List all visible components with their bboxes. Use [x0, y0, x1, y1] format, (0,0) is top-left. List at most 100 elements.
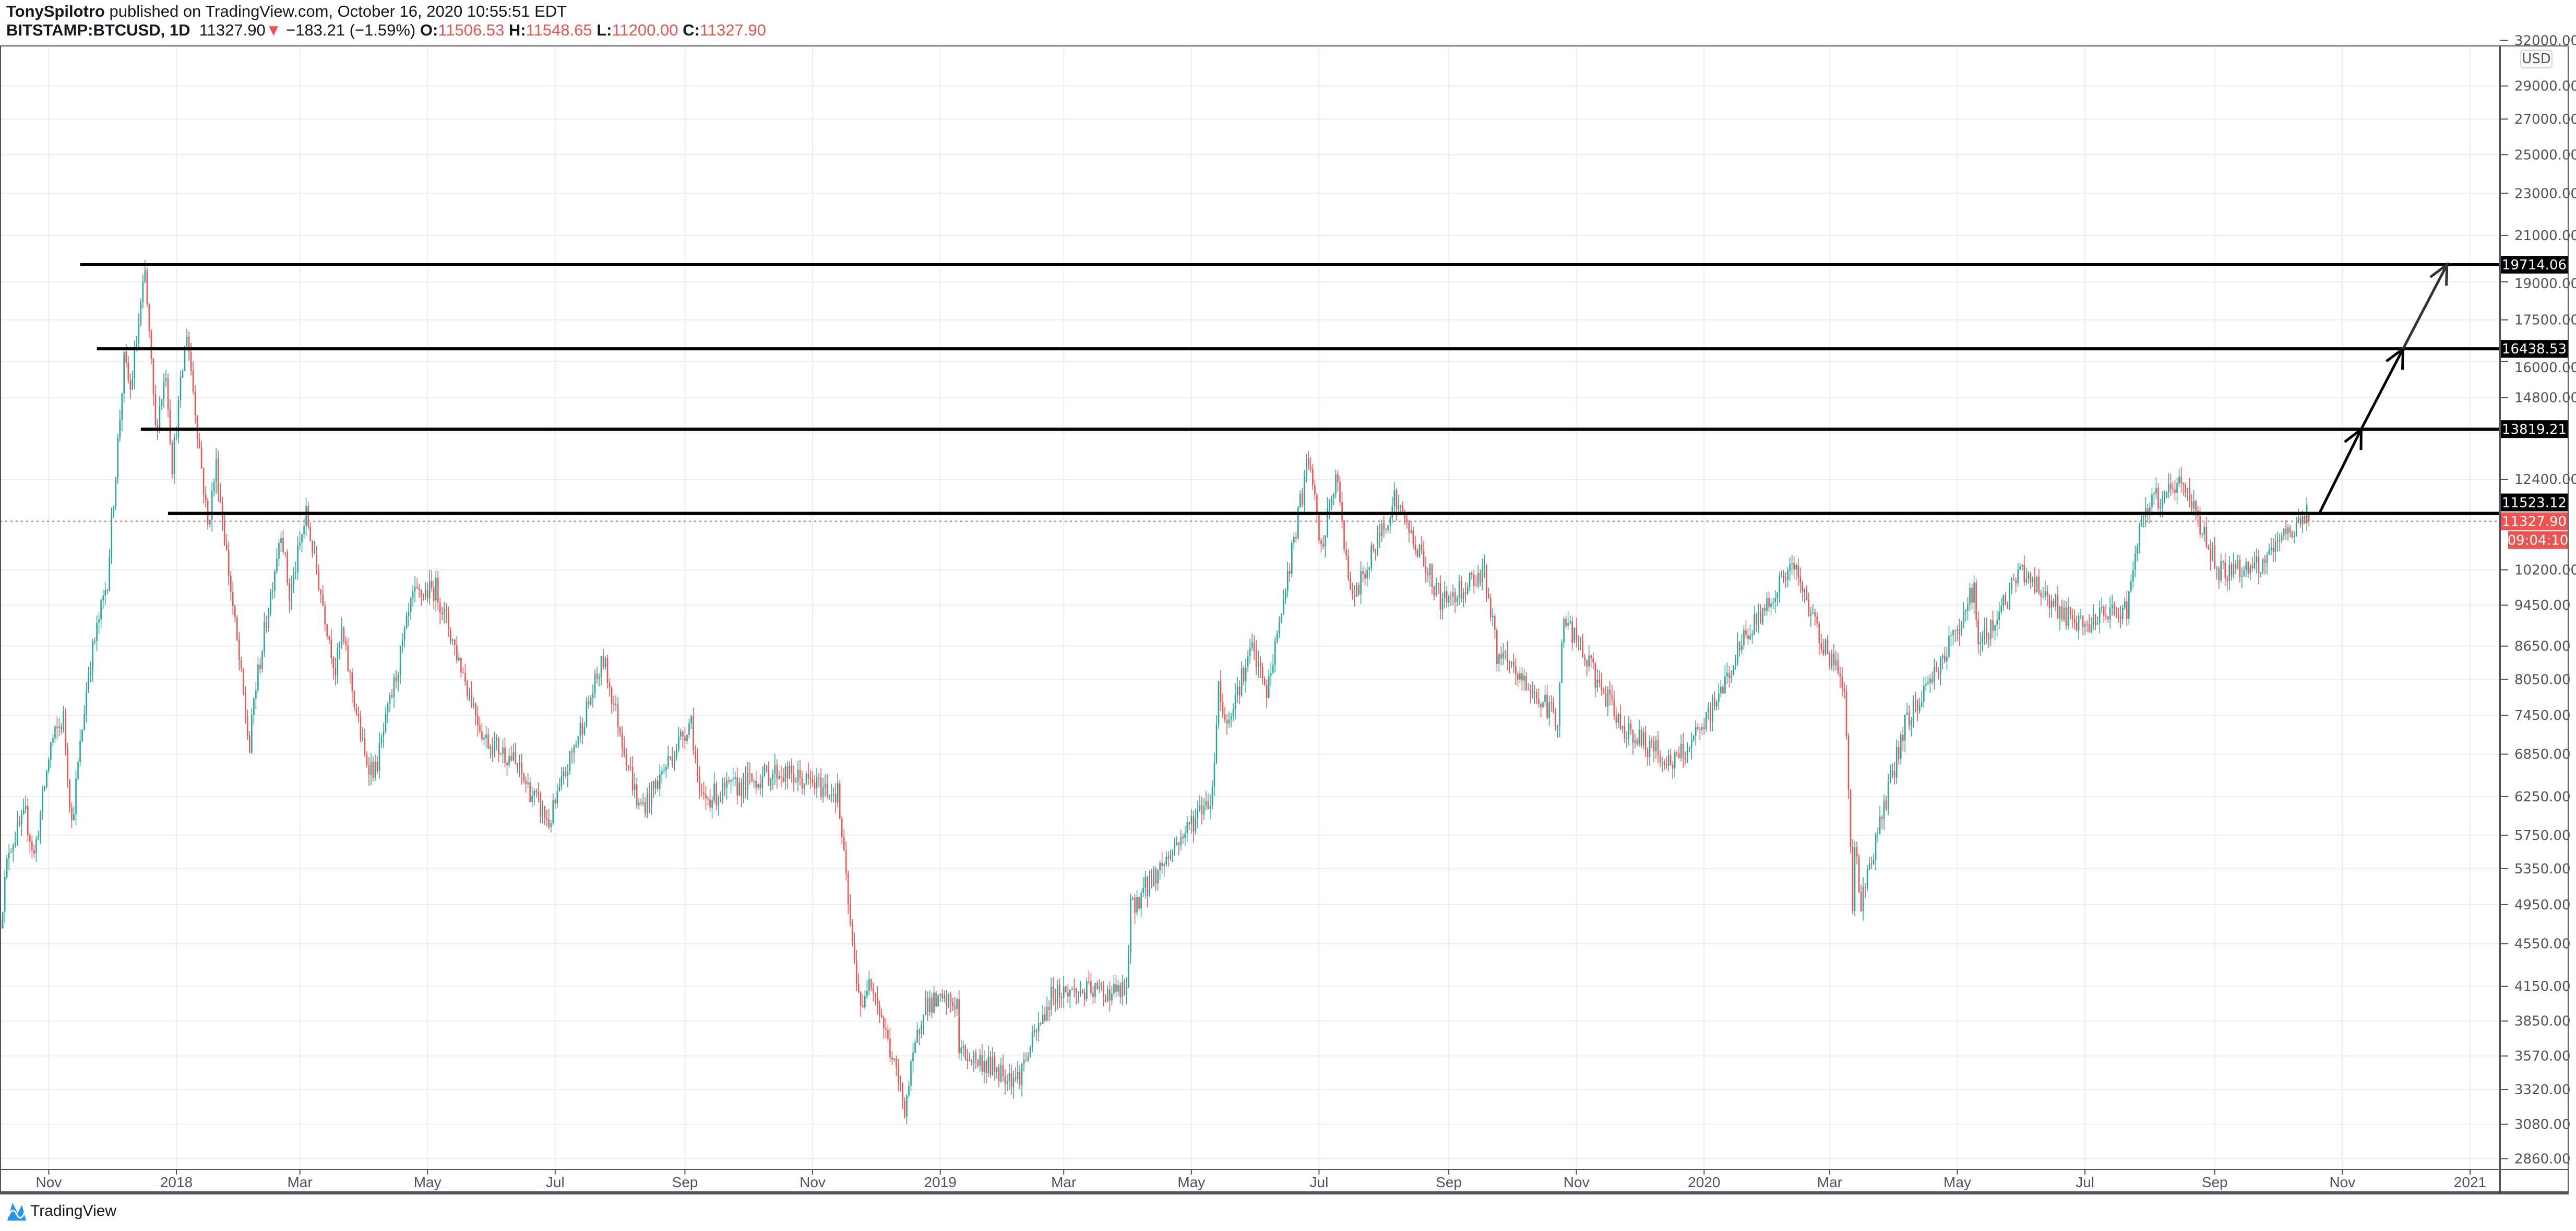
candle-body: [1718, 693, 1720, 702]
candle-body: [1370, 545, 1373, 568]
candle-body: [1856, 847, 1858, 857]
candle-body: [1760, 612, 1761, 624]
candle-body: [157, 424, 159, 430]
candle-body: [860, 992, 862, 1005]
candle-body: [1065, 986, 1067, 992]
author-name[interactable]: TonySpilotro: [6, 2, 105, 20]
candle-body: [718, 797, 719, 806]
candle-body: [2287, 527, 2289, 534]
candle-body: [228, 550, 230, 576]
candle-body: [1161, 862, 1163, 866]
candle-body: [809, 778, 812, 780]
candle-body: [615, 704, 617, 705]
candle-body: [1833, 653, 1835, 666]
candle-body: [1586, 660, 1588, 667]
candle-body: [753, 780, 755, 782]
candle-body: [46, 771, 47, 787]
candle-body: [1647, 750, 1649, 757]
candle-body: [1247, 656, 1249, 667]
candle-body: [937, 995, 939, 1007]
candle-body: [529, 782, 531, 802]
horizontal-levels[interactable]: [80, 263, 2500, 515]
candle-body: [1843, 688, 1845, 692]
candle-body: [1998, 612, 2000, 620]
change-value: −183.21 (−1.59%): [286, 21, 416, 39]
publish-info: TonySpilotro published on TradingView.co…: [6, 2, 567, 21]
candle-body: [770, 779, 772, 786]
brand-name: TradingView: [30, 1202, 117, 1220]
candle-body: [887, 1029, 889, 1039]
tradingview-logo[interactable]: TradingView: [6, 1201, 116, 1222]
candle-body: [1651, 740, 1653, 742]
candle-body: [672, 757, 673, 764]
candle-body: [2053, 600, 2055, 607]
candle-body: [247, 716, 248, 736]
candle-body: [987, 1057, 989, 1073]
candle-body: [1952, 630, 1954, 635]
candle-body: [1893, 771, 1895, 778]
candle-body: [1356, 585, 1357, 597]
candle-body: [71, 808, 73, 821]
candle-body: [2185, 484, 2186, 493]
candle-body: [2201, 534, 2203, 535]
candle-body: [1950, 635, 1952, 636]
candle-body: [1621, 726, 1624, 729]
price-tick-label: 25000.00: [2514, 147, 2576, 163]
candle-body: [1008, 1073, 1010, 1081]
candle-body: [2149, 507, 2151, 513]
candle-body: [1347, 555, 1349, 579]
candle-body: [822, 787, 824, 797]
time-axis[interactable]: Nov 2018 Mar May Jul Sep Nov 2019 Mar May Jul Sep No…: [35, 1169, 2486, 1190]
candle-body: [287, 552, 288, 583]
candle-body: [2189, 488, 2190, 502]
projection-arrows[interactable]: [2318, 262, 2449, 514]
candle-body: [1215, 725, 1218, 763]
price-axis[interactable]: 32000.00 29000.00 27000.00 25000.00 23000.00…: [2500, 33, 2576, 1167]
candle-body: [169, 409, 171, 443]
candle-body: [540, 795, 542, 816]
candle-body: [839, 783, 841, 819]
candle-body: [575, 745, 577, 747]
candle-body: [617, 704, 619, 728]
candle-body: [1437, 583, 1439, 584]
candle-body: [1795, 565, 1797, 570]
candle-body: [1925, 684, 1927, 686]
candle-body: [2283, 528, 2285, 536]
candle-body: [567, 772, 569, 776]
candle-body: [1605, 692, 1607, 707]
candle-body: [1362, 571, 1364, 574]
candle-body: [1682, 743, 1684, 757]
candle-body: [695, 750, 696, 759]
projection-arrow[interactable]: [2402, 262, 2449, 350]
candle-body: [1900, 735, 1902, 760]
candle-body: [2160, 506, 2161, 508]
candle-body: [487, 734, 489, 749]
candle-body: [701, 791, 702, 792]
candle-body: [1163, 864, 1165, 866]
candle-body: [1599, 680, 1601, 683]
candle-body: [2028, 573, 2030, 579]
candle-body: [1232, 709, 1234, 716]
candle-body: [1144, 877, 1146, 888]
candle-body: [422, 596, 424, 597]
candle-body: [1278, 622, 1280, 634]
candle-body: [1697, 727, 1699, 729]
candle-body: [2155, 488, 2157, 493]
candle-body: [1280, 613, 1282, 622]
candle-body: [40, 812, 41, 837]
price-tick-label: 3570.00: [2514, 1049, 2571, 1064]
candle-body: [898, 1067, 899, 1083]
candle-body: [25, 806, 27, 810]
candle-body: [2212, 545, 2214, 560]
candle-body: [1019, 1072, 1021, 1085]
candle-body: [435, 577, 437, 601]
currency-badge[interactable]: USD: [2520, 50, 2553, 68]
candle-body: [893, 1058, 895, 1060]
candle-body: [391, 695, 393, 697]
candle-body: [1174, 845, 1176, 853]
high-value: 11548.65: [526, 21, 592, 39]
projection-arrow[interactable]: [2318, 426, 2363, 514]
candle-body: [1096, 983, 1098, 989]
candle-body: [111, 514, 112, 558]
